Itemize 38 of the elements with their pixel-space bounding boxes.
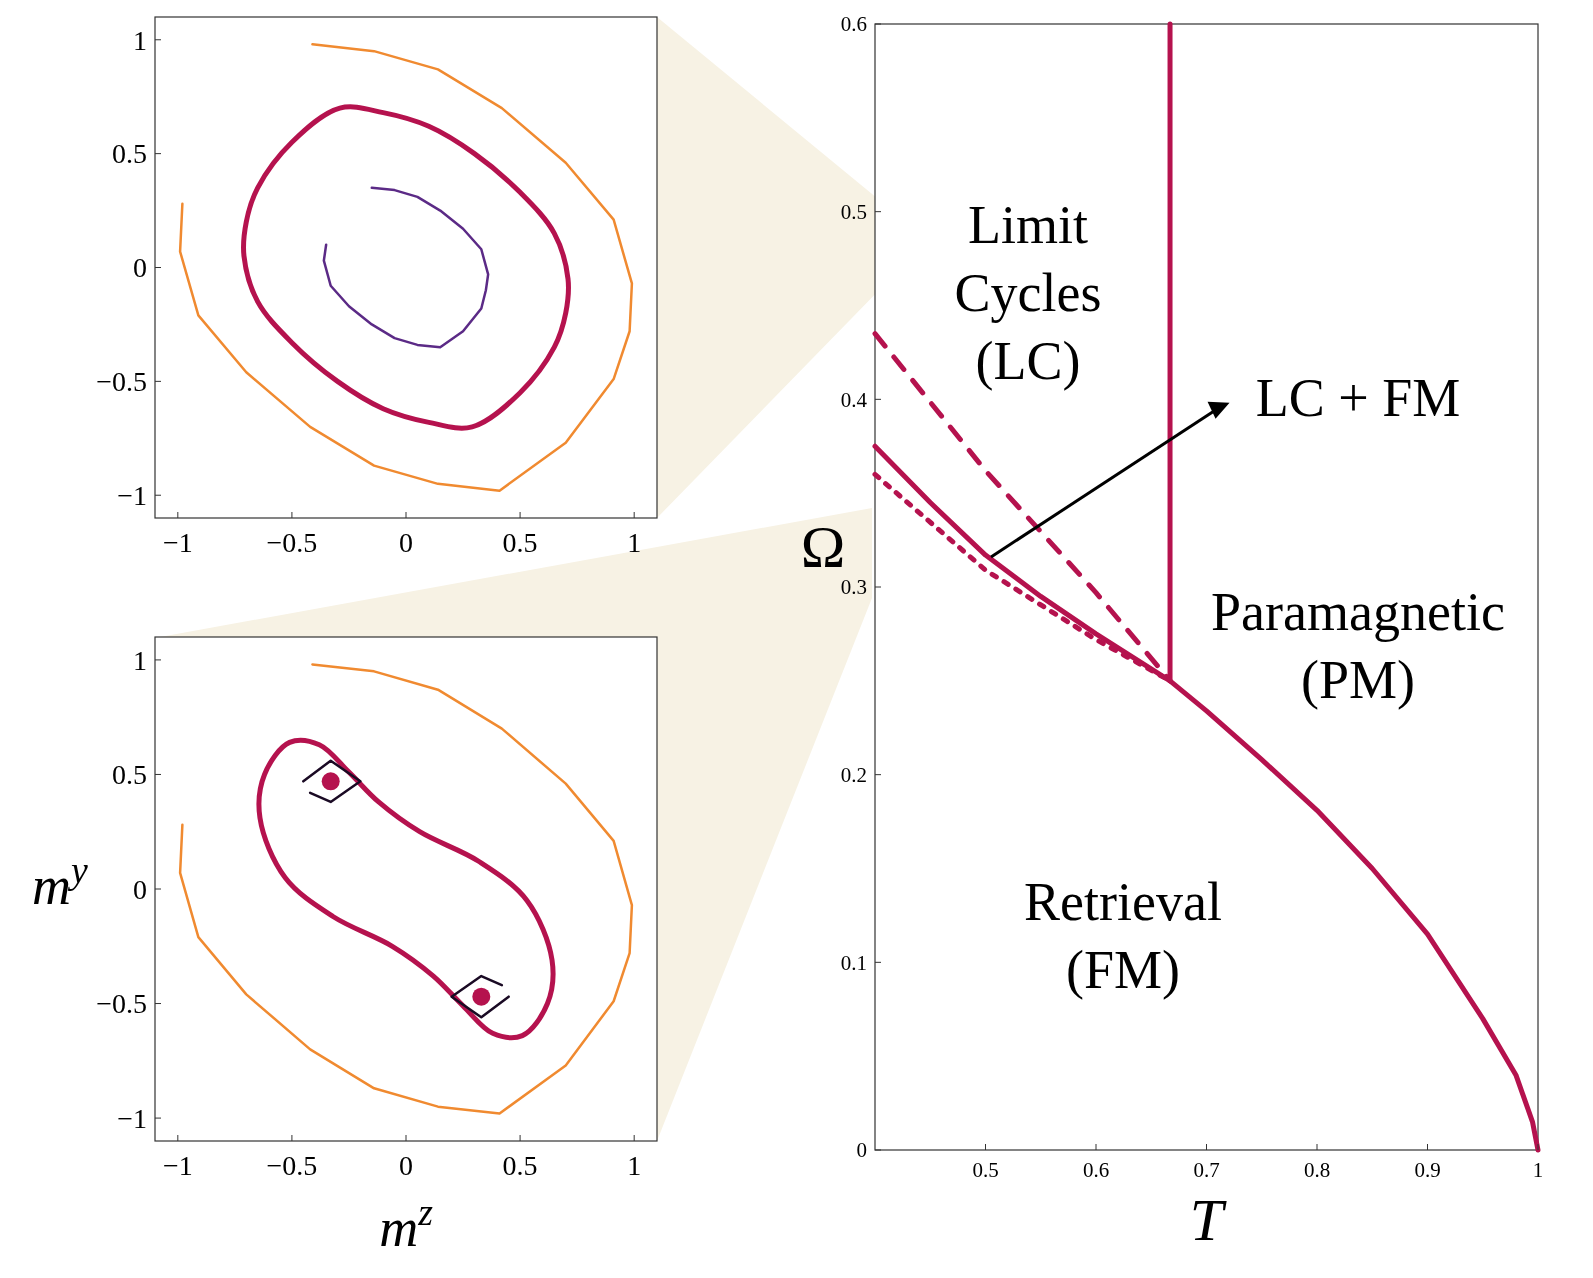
x-axis-title: m$^{z}$ xyxy=(379,1191,434,1258)
x-tick-label: 0.5 xyxy=(502,527,538,558)
x-tick-label: −0.5 xyxy=(266,1150,318,1181)
annotation: Retrieval (FM) xyxy=(1024,872,1222,1000)
x-axis-title: T xyxy=(1189,1187,1227,1253)
y-tick-label: −1 xyxy=(117,1102,147,1134)
x-tick-label: 0.5 xyxy=(972,1158,999,1182)
x-tick-label: −1 xyxy=(162,527,193,558)
y-tick-label: 0.4 xyxy=(840,387,868,412)
x-tick-label: 0 xyxy=(399,527,413,558)
x-tick-label: 0.6 xyxy=(1082,1158,1110,1182)
y-tick-label: −0.5 xyxy=(96,988,147,1020)
y-axis-title: m$^{y}$ xyxy=(32,849,89,916)
y-tick-label: 0.5 xyxy=(112,138,147,170)
y-tick-label: 0.1 xyxy=(840,950,867,975)
x-tick-label: 0.5 xyxy=(502,1150,538,1181)
y-tick-label: 0 xyxy=(133,873,147,905)
x-tick-label: −1 xyxy=(162,1150,193,1181)
x-tick-label: 0.7 xyxy=(1193,1158,1220,1182)
x-tick-label: −0.5 xyxy=(266,527,318,558)
y-tick-label: 1 xyxy=(133,24,147,56)
y-tick-label: 0.5 xyxy=(112,759,147,791)
y-tick-label: 0.5 xyxy=(840,200,867,225)
y-tick-label: −1 xyxy=(117,480,147,512)
x-tick-label: 1 xyxy=(1532,1158,1544,1182)
x-tick-label: 0 xyxy=(399,1150,413,1181)
annotation: LC + FM xyxy=(1255,368,1461,428)
x-tick-label: 1 xyxy=(627,1150,642,1181)
y-tick-label: 0.2 xyxy=(840,763,867,788)
x-tick-label: 0.9 xyxy=(1414,1158,1441,1182)
annotation: Limit Cycles (LC) xyxy=(954,195,1102,391)
y-tick-label: 1 xyxy=(133,644,147,676)
annotation: Paramagnetic (PM) xyxy=(1211,582,1505,710)
x-tick-label: 0.8 xyxy=(1303,1158,1331,1182)
y-tick-label: 0 xyxy=(133,252,147,284)
y-tick-label: 0.6 xyxy=(840,12,867,37)
y-tick-label: −0.5 xyxy=(96,366,147,398)
x-tick-label: 1 xyxy=(627,527,642,558)
